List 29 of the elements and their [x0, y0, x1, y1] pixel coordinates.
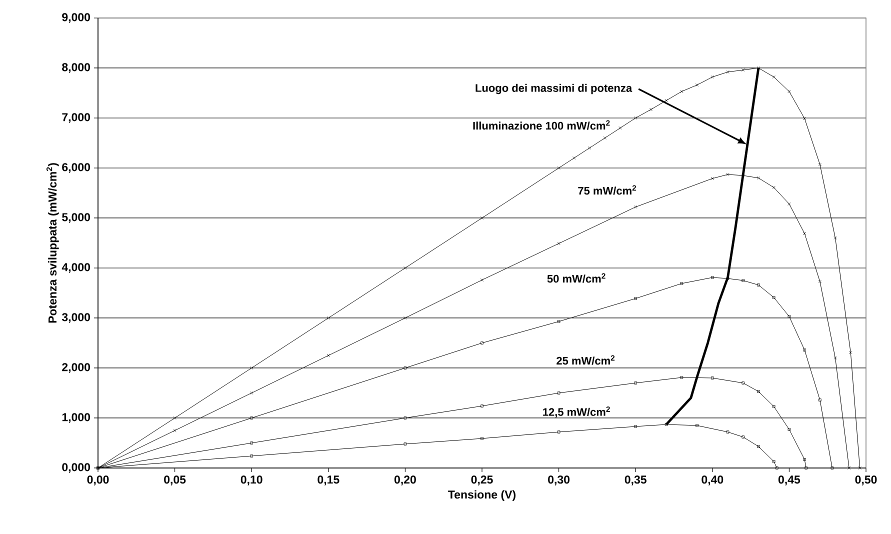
series-label: Illuminazione 100 mW/cm$^{2}$ [473, 120, 610, 130]
x-tick-label: 0,00 [87, 476, 109, 486]
text: 50 mW/cm$^{2}$ [547, 273, 606, 283]
y-tick-label: 8,000 [62, 63, 90, 73]
x-tick-label: 0,15 [318, 476, 340, 486]
y-tick-label: 5,000 [62, 213, 90, 223]
y-tick-label: 3,000 [62, 313, 90, 323]
x-tick-label: 0,10 [240, 476, 262, 486]
y-tick-label: 9,000 [62, 13, 90, 23]
y-tick-label: 2,000 [62, 363, 90, 373]
series-label: 12,5 mW/cm$^{2}$ [543, 406, 610, 418]
y-tick-label: 1,000 [62, 413, 90, 423]
x-tick-label: 0,50 [855, 476, 877, 486]
annotation: Luogo dei massimi di potenza [476, 84, 632, 94]
x-tick-label: 0,25 [471, 476, 493, 486]
y-tick-label: 0,000 [62, 463, 90, 473]
x-tick-label: 0,05 [164, 476, 186, 486]
x-axis-title: Tensione (V) [448, 490, 516, 501]
x-tick-label: 0,40 [702, 476, 724, 486]
y-tick-label: 4,000 [62, 263, 90, 273]
x-tick-label: 0,30 [548, 476, 570, 486]
x-tick-label: 0,20 [394, 476, 416, 486]
series-label: 25 mW/cm$^{2}$ [556, 355, 615, 365]
y-tick-label: 7,000 [62, 113, 90, 123]
y-axis-title: Potenza sviluppata (mW/cm$^{2}$) [46, 163, 59, 323]
series-label: 75 mW/cm$^{2}$ [578, 185, 636, 195]
x-tick-label: 0,35 [624, 476, 646, 486]
y-tick-label: 6,000 [62, 163, 90, 173]
x-tick-label: 0,45 [778, 476, 800, 486]
